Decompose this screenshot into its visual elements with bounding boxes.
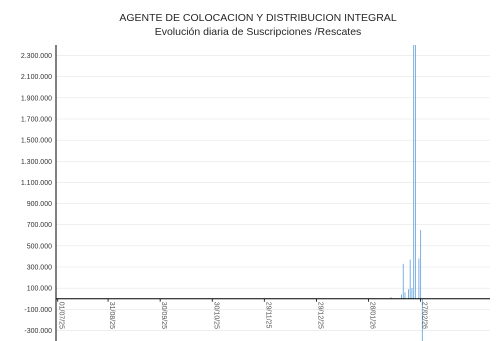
y-axis-tick-labels: 2.300.000 2.100.000 1.900.000 1.700.000 1.50… <box>21 53 52 335</box>
x-axis-tick-labels: 01/07/25 31/08/25 30/09/25 30/10/25 29/11/25… <box>57 298 428 329</box>
x-tick-label-2: 30/09/25 <box>160 302 167 329</box>
y-tick-label-9: 500.000 <box>27 243 52 250</box>
x-tick-label-0: 01/07/25 <box>58 302 65 329</box>
y-tick-label-13: -300.000 <box>24 328 52 335</box>
bar-0-1 <box>401 294 402 299</box>
y-tick-label-2: 1.900.000 <box>21 95 52 102</box>
x-tick-label-1: 31/08/25 <box>108 302 115 329</box>
bar-0-10 <box>420 230 422 299</box>
gridlines <box>56 55 490 331</box>
bar-0-7 <box>413 45 415 299</box>
y-tick-label-11: 100.000 <box>27 286 52 293</box>
x-tick-label-6: 28/01/26 <box>368 302 375 329</box>
bar-0-5 <box>409 259 411 299</box>
y-tick-label-12: -100.000 <box>24 307 52 314</box>
y-tick-label-7: 900.000 <box>27 201 52 208</box>
y-tick-label-3: 1.700.000 <box>21 117 52 124</box>
bar-0-9 <box>418 258 420 299</box>
y-tick-label-4: 1.500.000 <box>21 138 52 145</box>
bar-0-2 <box>402 263 404 299</box>
y-tick-label-1: 2.100.000 <box>21 74 52 81</box>
chart-subtitle: Evolución diaria de Suscripciones /Resca… <box>155 26 362 38</box>
y-tick-label-6: 1.100.000 <box>21 180 52 187</box>
chart-title: AGENTE DE COLOCACION Y DISTRIBUCION INTE… <box>119 12 396 24</box>
y-tick-label-0: 2.300.000 <box>21 53 52 60</box>
bar-0-8 <box>414 45 416 299</box>
bar-0-4 <box>408 289 409 299</box>
y-tick-label-8: 700.000 <box>27 222 52 229</box>
bars <box>390 45 423 341</box>
x-tick-label-7: 27/02/26 <box>421 302 428 329</box>
x-tick-label-5: 29/12/25 <box>316 302 323 329</box>
bar-0-6 <box>411 288 413 299</box>
y-tick-label-10: 300.000 <box>27 265 52 272</box>
bar-0-0 <box>390 297 392 299</box>
bar-0-11 <box>421 298 423 341</box>
x-tick-label-4: 29/11/25 <box>264 302 271 329</box>
y-tick-label-5: 1.300.000 <box>21 159 52 166</box>
x-tick-label-3: 30/10/25 <box>212 302 219 329</box>
bar-0-3 <box>404 292 406 299</box>
